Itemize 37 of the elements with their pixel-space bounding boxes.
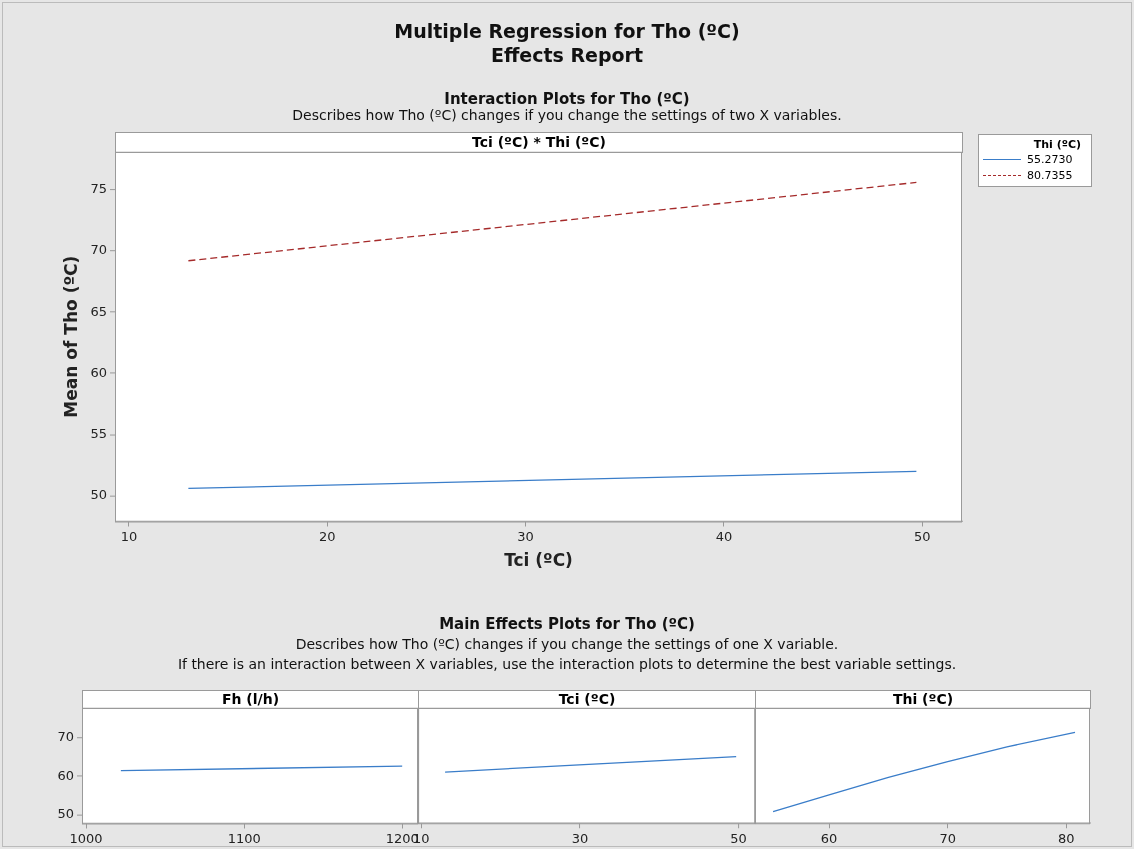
x-tick-label: 40 (715, 528, 733, 544)
x-tick-label: 50 (730, 830, 747, 846)
x-tick-label: 50 (914, 528, 931, 544)
y-axis-title: Mean of Tho (ºC) (60, 255, 81, 418)
y-tick-label: 70 (57, 728, 74, 744)
text: Interaction Plots for Tho (ºC) (443, 89, 691, 108)
legend-title: Thi (ºC) (1032, 138, 1082, 151)
y-tick-label: 75 (90, 181, 107, 197)
x-tick-label: 1000 (69, 830, 103, 846)
x-tick-label: 70 (939, 830, 956, 846)
x-tick-label: 1100 (227, 830, 261, 846)
y-tick-label: 60 (90, 364, 107, 380)
x-tick-label: 30 (571, 830, 589, 846)
legend-label: 80.7355 (1027, 168, 1073, 182)
text: Effects Report (489, 43, 645, 66)
text: If there is an interaction between X variables, use the interaction plots to determine the best variable settings. (176, 656, 958, 673)
text: Describes how Tho (ºC) changes if you change the settings of two X variables. (291, 107, 843, 124)
y-tick-label: 50 (90, 487, 107, 503)
y-tick-label: 70 (90, 242, 107, 258)
chart-title: Thi (ºC) (755, 690, 1091, 709)
text: Multiple Regression for Tho (ºC) (393, 19, 741, 42)
chart-title: Tci (ºC) * Thi (ºC) (115, 132, 963, 153)
y-tick-label: 50 (57, 806, 74, 822)
chart-title: Tci (ºC) (418, 690, 756, 709)
y-tick-label: 60 (57, 767, 74, 783)
y-tick-label: 65 (90, 303, 107, 319)
text: Describes how Tho (ºC) changes if you change the settings of one X variable. (294, 636, 840, 653)
chart-title: Fh (l/h) (82, 690, 419, 709)
x-axis-title: Tci (ºC) (504, 549, 573, 570)
legend-label: 55.2730 (1027, 152, 1073, 166)
y-tick-label: 55 (90, 426, 107, 442)
x-tick-label: 20 (318, 528, 336, 544)
x-tick-label: 80 (1058, 830, 1075, 846)
x-tick-label: 60 (820, 830, 838, 846)
text: Main Effects Plots for Tho (ºC) (438, 614, 696, 633)
x-tick-label: 30 (517, 528, 534, 544)
x-tick-label: 10 (120, 528, 138, 544)
